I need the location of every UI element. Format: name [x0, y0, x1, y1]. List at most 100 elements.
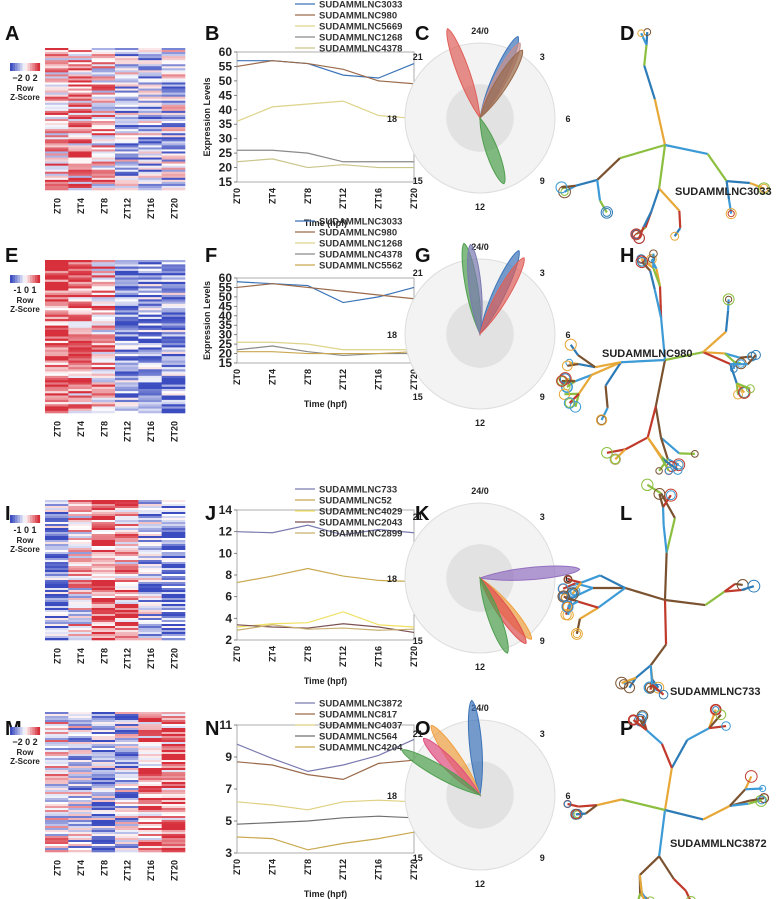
clock-label: 24/0 — [471, 26, 489, 36]
heatmap-cell — [115, 367, 139, 370]
heatmap-cell — [68, 532, 92, 535]
heatmap-cell — [161, 56, 186, 59]
heatmap-cell — [161, 850, 186, 853]
heatmap-cell — [138, 349, 162, 353]
heatmap-cell — [68, 116, 92, 120]
heatmap-cell — [45, 594, 69, 597]
phase-petal — [479, 116, 506, 185]
heatmap-cell — [91, 792, 116, 795]
heatmap-cell — [45, 538, 69, 541]
heatmap-cell — [138, 323, 162, 326]
heatmap-cell — [45, 724, 69, 727]
heatmap-cell — [45, 345, 69, 348]
heatmap-cell — [115, 762, 139, 765]
heatmap-cell — [138, 332, 162, 335]
heatmap-cell — [138, 788, 162, 791]
heatmap-cell — [138, 842, 162, 845]
heatmap-cell — [161, 564, 186, 567]
rna-loop — [665, 490, 676, 501]
heatmap-cell — [91, 800, 116, 803]
heatmap-cell — [138, 582, 162, 585]
heatmap-cell — [161, 375, 186, 379]
heatmap-cell — [161, 147, 186, 150]
heatmap-cell — [68, 722, 92, 725]
heatmap-cell — [161, 618, 186, 621]
heatmap-cell — [138, 327, 162, 331]
heatmap-cell — [115, 393, 139, 396]
heatmap-cell — [91, 329, 116, 333]
heatmap-cell — [68, 552, 92, 555]
heatmap-cell — [161, 556, 186, 559]
series-line — [237, 149, 414, 163]
heatmap-cell — [161, 382, 186, 385]
heatmap-cell — [91, 834, 116, 837]
heatmap-cell — [45, 96, 69, 100]
heatmap-cell — [45, 305, 69, 309]
heatmap-cell — [161, 782, 186, 785]
heatmap-cell — [45, 364, 69, 368]
heatmap-cell — [68, 56, 92, 59]
heatmap-cell — [138, 816, 162, 819]
heatmap-cell — [68, 834, 92, 837]
x-tick-label: ZT12 — [338, 859, 348, 880]
heatmap-cell — [91, 86, 116, 89]
heatmap-cell — [161, 622, 186, 625]
rna-stem — [708, 724, 727, 730]
heatmap-column-label: ZT8 — [99, 860, 109, 876]
heatmap-cell — [91, 756, 116, 759]
heatmap-cell — [91, 410, 116, 414]
heatmap-cell — [115, 303, 139, 307]
x-tick-label: ZT20 — [409, 188, 419, 209]
heatmap-cell — [91, 70, 116, 73]
heatmap-cell — [45, 64, 69, 67]
heatmap-cell — [138, 70, 162, 73]
legend-entry: SUDAMMLNC1268 — [319, 33, 402, 44]
clock-label: 3 — [540, 729, 545, 739]
heatmap-cell — [91, 610, 116, 613]
heatmap-cell — [138, 610, 162, 613]
heatmap-cell — [68, 756, 92, 759]
rna-stem — [604, 385, 609, 408]
heatmap-cell — [161, 716, 186, 719]
rna-stem — [578, 804, 597, 808]
heatmap-cell — [161, 167, 186, 171]
legend-entry: SUDAMMLNC2043 — [319, 518, 402, 529]
heatmap-cell — [68, 157, 92, 160]
rna-stem — [723, 583, 736, 593]
rna-loop — [564, 398, 575, 408]
heatmap-cell — [45, 68, 69, 71]
heatmap-cell — [115, 167, 139, 171]
heatmap-cell — [115, 129, 139, 132]
heatmap-cell — [161, 404, 186, 407]
heatmap-cell — [68, 752, 92, 755]
heatmap-cell — [45, 308, 69, 311]
heatmap-cell — [45, 325, 69, 329]
clock-label: 15 — [413, 392, 423, 402]
rna-loop — [627, 714, 640, 726]
heatmap-cell — [91, 560, 116, 563]
legend-swatch — [22, 727, 26, 735]
heatmap-cell — [161, 574, 186, 577]
heatmap-cell — [138, 102, 162, 106]
heatmap-cell — [91, 822, 116, 825]
heatmap-cell — [68, 606, 92, 609]
heatmap-cell — [68, 147, 92, 150]
legend-entry: SUDAMMLNC733 — [319, 485, 397, 496]
heatmap-cell — [161, 181, 186, 185]
heatmap-cell — [68, 171, 92, 175]
heatmap-cell — [161, 762, 186, 765]
series-line — [236, 759, 415, 781]
heatmap-cell — [45, 50, 69, 53]
heatmap-cell — [138, 96, 162, 100]
heatmap-cell — [138, 784, 162, 787]
heatmap-cell — [115, 123, 139, 126]
rna-loop — [600, 206, 614, 219]
heatmap-cell — [45, 790, 69, 793]
heatmap-cell — [161, 94, 186, 97]
heatmap-cell — [138, 802, 162, 805]
heatmap-cell — [45, 808, 69, 811]
heatmap-cell — [161, 612, 186, 615]
heatmap-cell — [115, 316, 139, 320]
heatmap-cell — [68, 762, 92, 765]
